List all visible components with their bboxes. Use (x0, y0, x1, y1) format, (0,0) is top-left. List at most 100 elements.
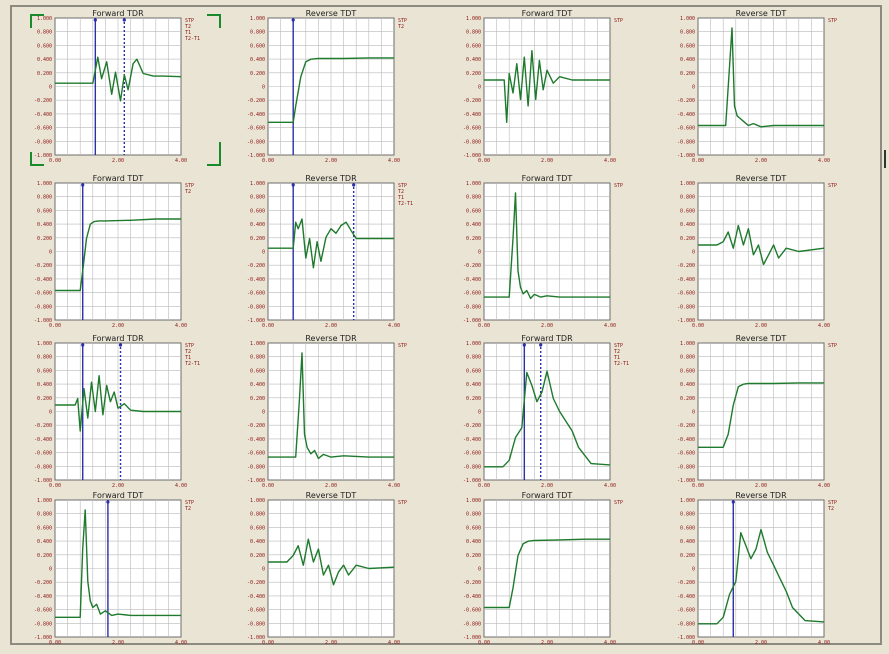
y-tick-label: 0.800 (250, 30, 265, 36)
y-tick-label: 0 (262, 567, 265, 573)
cursor-handle[interactable] (291, 18, 295, 22)
chart-panel[interactable]: Reverse TDR 1.000 0.800 0.600 0.400 0.200 0 -0.… (247, 334, 407, 489)
y-tick-label: -1.000 (677, 635, 695, 641)
y-tick-label: 0.800 (37, 355, 52, 361)
chart-panel[interactable]: Forward TDT 1.000 0.800 0.600 0.400 0.200 0 -0.… (34, 174, 194, 329)
y-tick-label: 0.600 (37, 368, 52, 374)
x-tick-label: 2.00 (755, 640, 767, 646)
y-tick-label: -0.800 (247, 621, 265, 627)
chart-panel[interactable]: Reverse TDT 1.000 0.800 0.600 0.400 0.200 0 -0.… (677, 334, 837, 489)
chart-panel[interactable]: Reverse TDR 1.000 0.800 0.600 0.400 0.200 0 -0.… (247, 174, 413, 329)
y-tick-label: -0.200 (677, 580, 695, 586)
y-tick-label: 0.600 (250, 525, 265, 531)
x-tick-label: 0.00 (478, 158, 490, 164)
chart-title: Forward TDR (521, 334, 573, 343)
y-tick-label: 0.600 (250, 43, 265, 49)
x-tick-label: 2.00 (112, 323, 124, 329)
cursor-handle[interactable] (81, 343, 85, 347)
y-tick-label: 0.600 (250, 368, 265, 374)
legend-entry: T1 (398, 195, 404, 201)
cursor-handle[interactable] (539, 343, 543, 347)
y-tick-label: -0.800 (677, 304, 695, 310)
y-tick-label: 0.800 (250, 355, 265, 361)
y-tick-label: 0.400 (466, 539, 481, 545)
y-tick-label: -0.400 (34, 277, 52, 283)
chart-panel[interactable]: Reverse TDT 1.000 0.800 0.600 0.400 0.200 0 -0.… (247, 491, 407, 646)
chart-panel[interactable]: Reverse TDT 1.000 0.800 0.600 0.400 0.200 0 -0.… (677, 174, 837, 329)
selection-corner-top-left-h (30, 14, 44, 16)
legend-entry: STP (185, 500, 194, 506)
y-tick-label: -0.600 (247, 451, 265, 457)
chart-panel[interactable]: Forward TDR 1.000 0.800 0.600 0.400 0.200 0 -0.… (34, 9, 200, 164)
cursor-handle[interactable] (118, 343, 123, 347)
legend-entry: STP (398, 183, 407, 189)
y-tick-label: -0.800 (677, 464, 695, 470)
chart-panel[interactable]: Reverse TDT 1.000 0.800 0.600 0.400 0.200 0 -0.… (677, 9, 837, 164)
y-tick-label: -0.600 (34, 126, 52, 132)
y-tick-label: -0.600 (677, 126, 695, 132)
legend-entry: T2 (185, 189, 191, 195)
cursor-handle[interactable] (81, 183, 85, 187)
cursor-handle[interactable] (291, 183, 295, 187)
waveform-trace (55, 218, 181, 292)
y-tick-label: 0 (262, 410, 265, 416)
cursor-handle[interactable] (106, 500, 110, 504)
chart-panel[interactable]: Forward TDT 1.000 0.800 0.600 0.400 0.200 0 -0.… (463, 491, 623, 646)
y-tick-label: 0 (49, 567, 52, 573)
x-tick-label: 2.00 (755, 323, 767, 329)
y-tick-label: -0.200 (34, 98, 52, 104)
x-tick-label: 4.00 (175, 483, 187, 489)
y-tick-label: 1.000 (466, 341, 481, 347)
y-tick-label: -0.400 (247, 112, 265, 118)
y-tick-label: 0.600 (466, 43, 481, 49)
legend-entry: T1 (185, 30, 191, 36)
y-tick-label: 1.000 (37, 341, 52, 347)
chart-title: Forward TDR (92, 9, 144, 18)
y-tick-label: -1.000 (34, 635, 52, 641)
legend-entry: T2 (185, 24, 191, 30)
cursor-handle[interactable] (93, 18, 97, 22)
y-tick-label: 0.400 (466, 222, 481, 228)
y-tick-label: 0.400 (37, 539, 52, 545)
window-border-top (10, 5, 882, 7)
x-tick-label: 4.00 (818, 158, 830, 164)
x-tick-label: 4.00 (388, 323, 400, 329)
chart-panel[interactable]: Forward TDT 1.000 0.800 0.600 0.400 0.200 0 -0.… (463, 9, 623, 164)
chart-panel[interactable]: Forward TDR 1.000 0.800 0.600 0.400 0.200 0 -0.… (34, 334, 200, 489)
y-tick-label: -0.400 (463, 112, 481, 118)
legend-entry: STP (828, 183, 837, 189)
y-tick-label: 0.600 (466, 208, 481, 214)
y-tick-label: 0.800 (680, 355, 695, 361)
y-tick-label: 1.000 (37, 181, 52, 187)
legend-entry: T2 (614, 349, 620, 355)
cursor-handle[interactable] (352, 183, 356, 187)
chart-panel[interactable]: Reverse TDT 1.000 0.800 0.600 0.400 0.200 0 -0.… (247, 9, 407, 164)
legend-entry: STP (185, 343, 194, 349)
y-tick-label: 0.200 (250, 236, 265, 242)
chart-panel[interactable]: Forward TDT 1.000 0.800 0.600 0.400 0.200 0 -0.… (34, 491, 194, 646)
y-tick-label: 0.400 (37, 222, 52, 228)
y-tick-label: 0 (478, 85, 481, 91)
waveform-trace (698, 224, 825, 266)
chart-panel[interactable]: Forward TDR 1.000 0.800 0.600 0.400 0.200 0 -0.… (463, 334, 629, 489)
chart-panel[interactable]: Forward TDT 1.000 0.800 0.600 0.400 0.200 0 -0.… (463, 174, 623, 329)
y-tick-label: 0.800 (680, 30, 695, 36)
y-tick-label: 0.400 (250, 382, 265, 388)
y-tick-label: 0.400 (680, 57, 695, 63)
cursor-handle[interactable] (731, 500, 735, 504)
y-tick-label: 0.800 (466, 195, 481, 201)
x-tick-label: 2.00 (112, 640, 124, 646)
y-tick-label: -0.600 (34, 291, 52, 297)
selection-corner-top-right-h (207, 14, 221, 16)
waveform-trace (484, 50, 610, 124)
y-tick-label: 0.600 (37, 525, 52, 531)
y-tick-label: -0.600 (247, 291, 265, 297)
cursor-handle[interactable] (522, 343, 526, 347)
cursor-handle[interactable] (122, 18, 126, 22)
chart-panel[interactable]: Reverse TDR 1.000 0.800 0.600 0.400 0.200 0 -0.… (677, 491, 837, 646)
x-tick-label: 4.00 (175, 323, 187, 329)
y-tick-label: -0.200 (247, 98, 265, 104)
y-tick-label: 0.200 (680, 396, 695, 402)
y-tick-label: 0.600 (250, 208, 265, 214)
y-tick-label: -0.800 (34, 464, 52, 470)
